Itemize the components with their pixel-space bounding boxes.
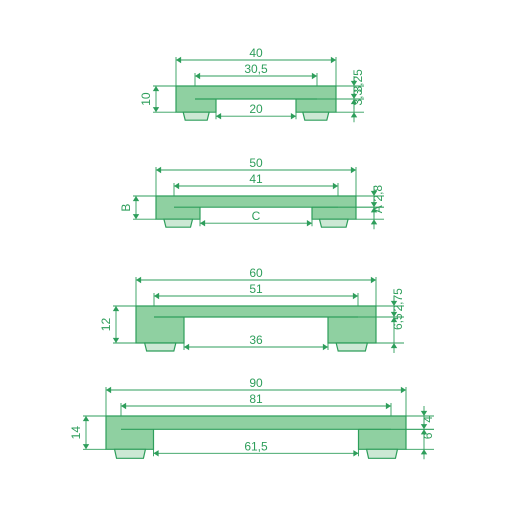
dim-gap-p40-label: 20 [249,102,263,116]
profile-foot [336,343,367,351]
dim-left-p90-label: 14 [69,426,83,440]
dim-rl-p40-label: 3,3 [351,89,365,106]
dim-gap-p60-label: 36 [249,333,263,347]
dim-rt-p60-label: 2,75 [391,288,405,312]
dim-top-p50-50-label: 50 [249,156,263,170]
dim-rl-p50-label: A [371,205,385,213]
dim-top-p60-60-label: 60 [249,266,263,280]
profile-foot [145,343,176,351]
technical-drawing: 4030,520103,253,35041CB2,8A605136122,756… [0,0,512,512]
dim-rt-p90-label: 4 [421,416,435,423]
profile-foot [319,219,348,227]
dim-left-p50-label: B [119,204,133,212]
dim-top-p40-30,5-label: 30,5 [244,62,268,76]
profile-foot [303,112,329,120]
profile-foot [367,449,398,458]
dim-gap-p90-label: 61,5 [244,439,268,453]
dim-top-p90-90-label: 90 [249,376,263,390]
profile-foot [164,219,193,227]
dim-left-p40-label: 10 [139,92,153,106]
dim-top-p90-81-label: 81 [249,392,263,406]
dim-left-p60-label: 12 [99,318,113,332]
dim-top-p50-41-label: 41 [249,172,263,186]
dim-top-p40-40-label: 40 [249,46,263,60]
dim-rt-p50-label: 2,8 [371,185,385,202]
profile-foot [183,112,209,120]
profile-foot [115,449,146,458]
dim-gap-p50-label: C [252,209,261,223]
dim-rl-p90-label: 6 [421,432,435,439]
dim-top-p60-51-label: 51 [249,282,263,296]
dim-rl-p60-label: 6,5 [391,313,405,330]
